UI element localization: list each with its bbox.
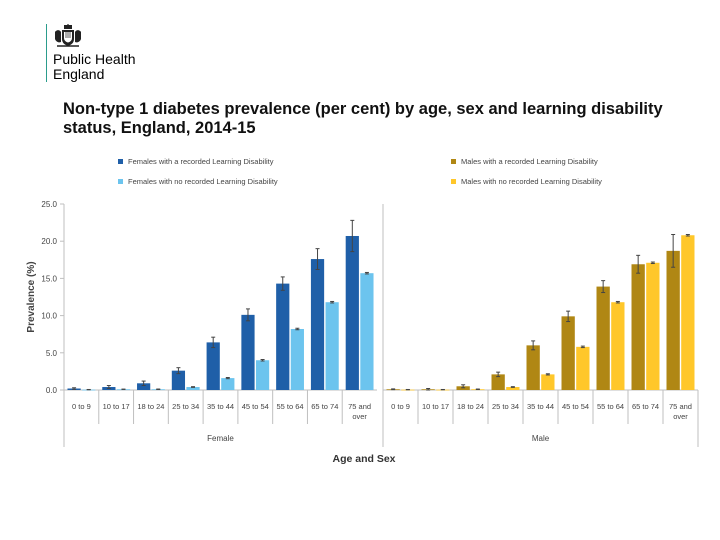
x-tick-label: 75 and xyxy=(669,402,692,411)
x-tick-label: 35 to 44 xyxy=(207,402,234,411)
bar xyxy=(310,259,325,390)
logo-text-line2: England xyxy=(53,66,105,82)
bar xyxy=(360,273,374,390)
phe-logo: Public Health England xyxy=(46,24,136,82)
bar xyxy=(186,387,200,390)
x-tick-label: 0 to 9 xyxy=(72,402,91,411)
legend-swatch xyxy=(451,179,456,184)
royal-crest-icon xyxy=(55,24,81,47)
legend-entry: Males with no recorded Learning Disabili… xyxy=(461,177,602,186)
bar xyxy=(666,250,680,390)
bar xyxy=(506,387,520,390)
y-tick-label: 5.0 xyxy=(46,349,58,358)
legend-entry: Males with a recorded Learning Disabilit… xyxy=(461,157,598,166)
bar xyxy=(290,328,304,390)
x-tick-label: over xyxy=(673,412,688,421)
panel-label: Female xyxy=(207,434,234,443)
bar xyxy=(171,370,186,390)
x-tick-label: 45 to 54 xyxy=(562,402,589,411)
x-tick-label: 55 to 64 xyxy=(597,402,624,411)
x-tick-label: 55 to 64 xyxy=(277,402,304,411)
bar xyxy=(631,264,645,390)
y-tick-label: 20.0 xyxy=(41,237,57,246)
bar xyxy=(576,346,590,390)
x-axis-label: Age and Sex xyxy=(332,453,395,465)
x-tick-label: 18 to 24 xyxy=(457,402,484,411)
bar xyxy=(241,314,255,390)
x-tick-label: 25 to 34 xyxy=(492,402,519,411)
bar xyxy=(206,342,220,390)
y-tick-label: 10.0 xyxy=(41,312,57,321)
slide-title: Non-type 1 diabetes prevalence (per cent… xyxy=(63,100,663,137)
x-tick-label: 35 to 44 xyxy=(527,402,554,411)
bar xyxy=(541,374,555,390)
bar xyxy=(646,262,660,390)
panel-label: Male xyxy=(532,434,550,443)
bar xyxy=(611,302,625,390)
legend-swatch xyxy=(118,179,123,184)
x-tick-label: 65 to 74 xyxy=(311,402,338,411)
bar xyxy=(526,345,540,390)
x-tick-label: 25 to 34 xyxy=(172,402,199,411)
bar xyxy=(491,374,505,390)
bar xyxy=(276,283,290,390)
x-tick-label: 18 to 24 xyxy=(137,402,164,411)
legend-swatch xyxy=(118,159,123,164)
x-tick-label: 10 to 17 xyxy=(422,402,449,411)
bar xyxy=(221,378,235,390)
x-tick-label: 75 and xyxy=(348,402,371,411)
logo-text-line1: Public Health xyxy=(53,51,136,67)
legend-entry: Females with no recorded Learning Disabi… xyxy=(128,177,278,186)
bar xyxy=(255,360,270,390)
bar xyxy=(325,302,339,390)
y-tick-label: 25.0 xyxy=(41,200,57,209)
x-tick-label: 45 to 54 xyxy=(242,402,269,411)
legend-swatch xyxy=(451,159,456,164)
bar xyxy=(561,316,575,390)
x-tick-label: 10 to 17 xyxy=(103,402,130,411)
bar xyxy=(345,235,359,390)
x-tick-label: 0 to 9 xyxy=(391,402,410,411)
y-axis-label: Prevalence (%) xyxy=(26,261,37,332)
bar xyxy=(137,383,151,390)
legend-entry: Females with a recorded Learning Disabil… xyxy=(128,157,274,166)
bar xyxy=(681,235,695,390)
bar xyxy=(596,286,610,390)
y-tick-label: 15.0 xyxy=(41,274,57,283)
x-tick-label: over xyxy=(352,412,367,421)
y-tick-label: 0.0 xyxy=(46,386,58,395)
x-tick-label: 65 to 74 xyxy=(632,402,659,411)
